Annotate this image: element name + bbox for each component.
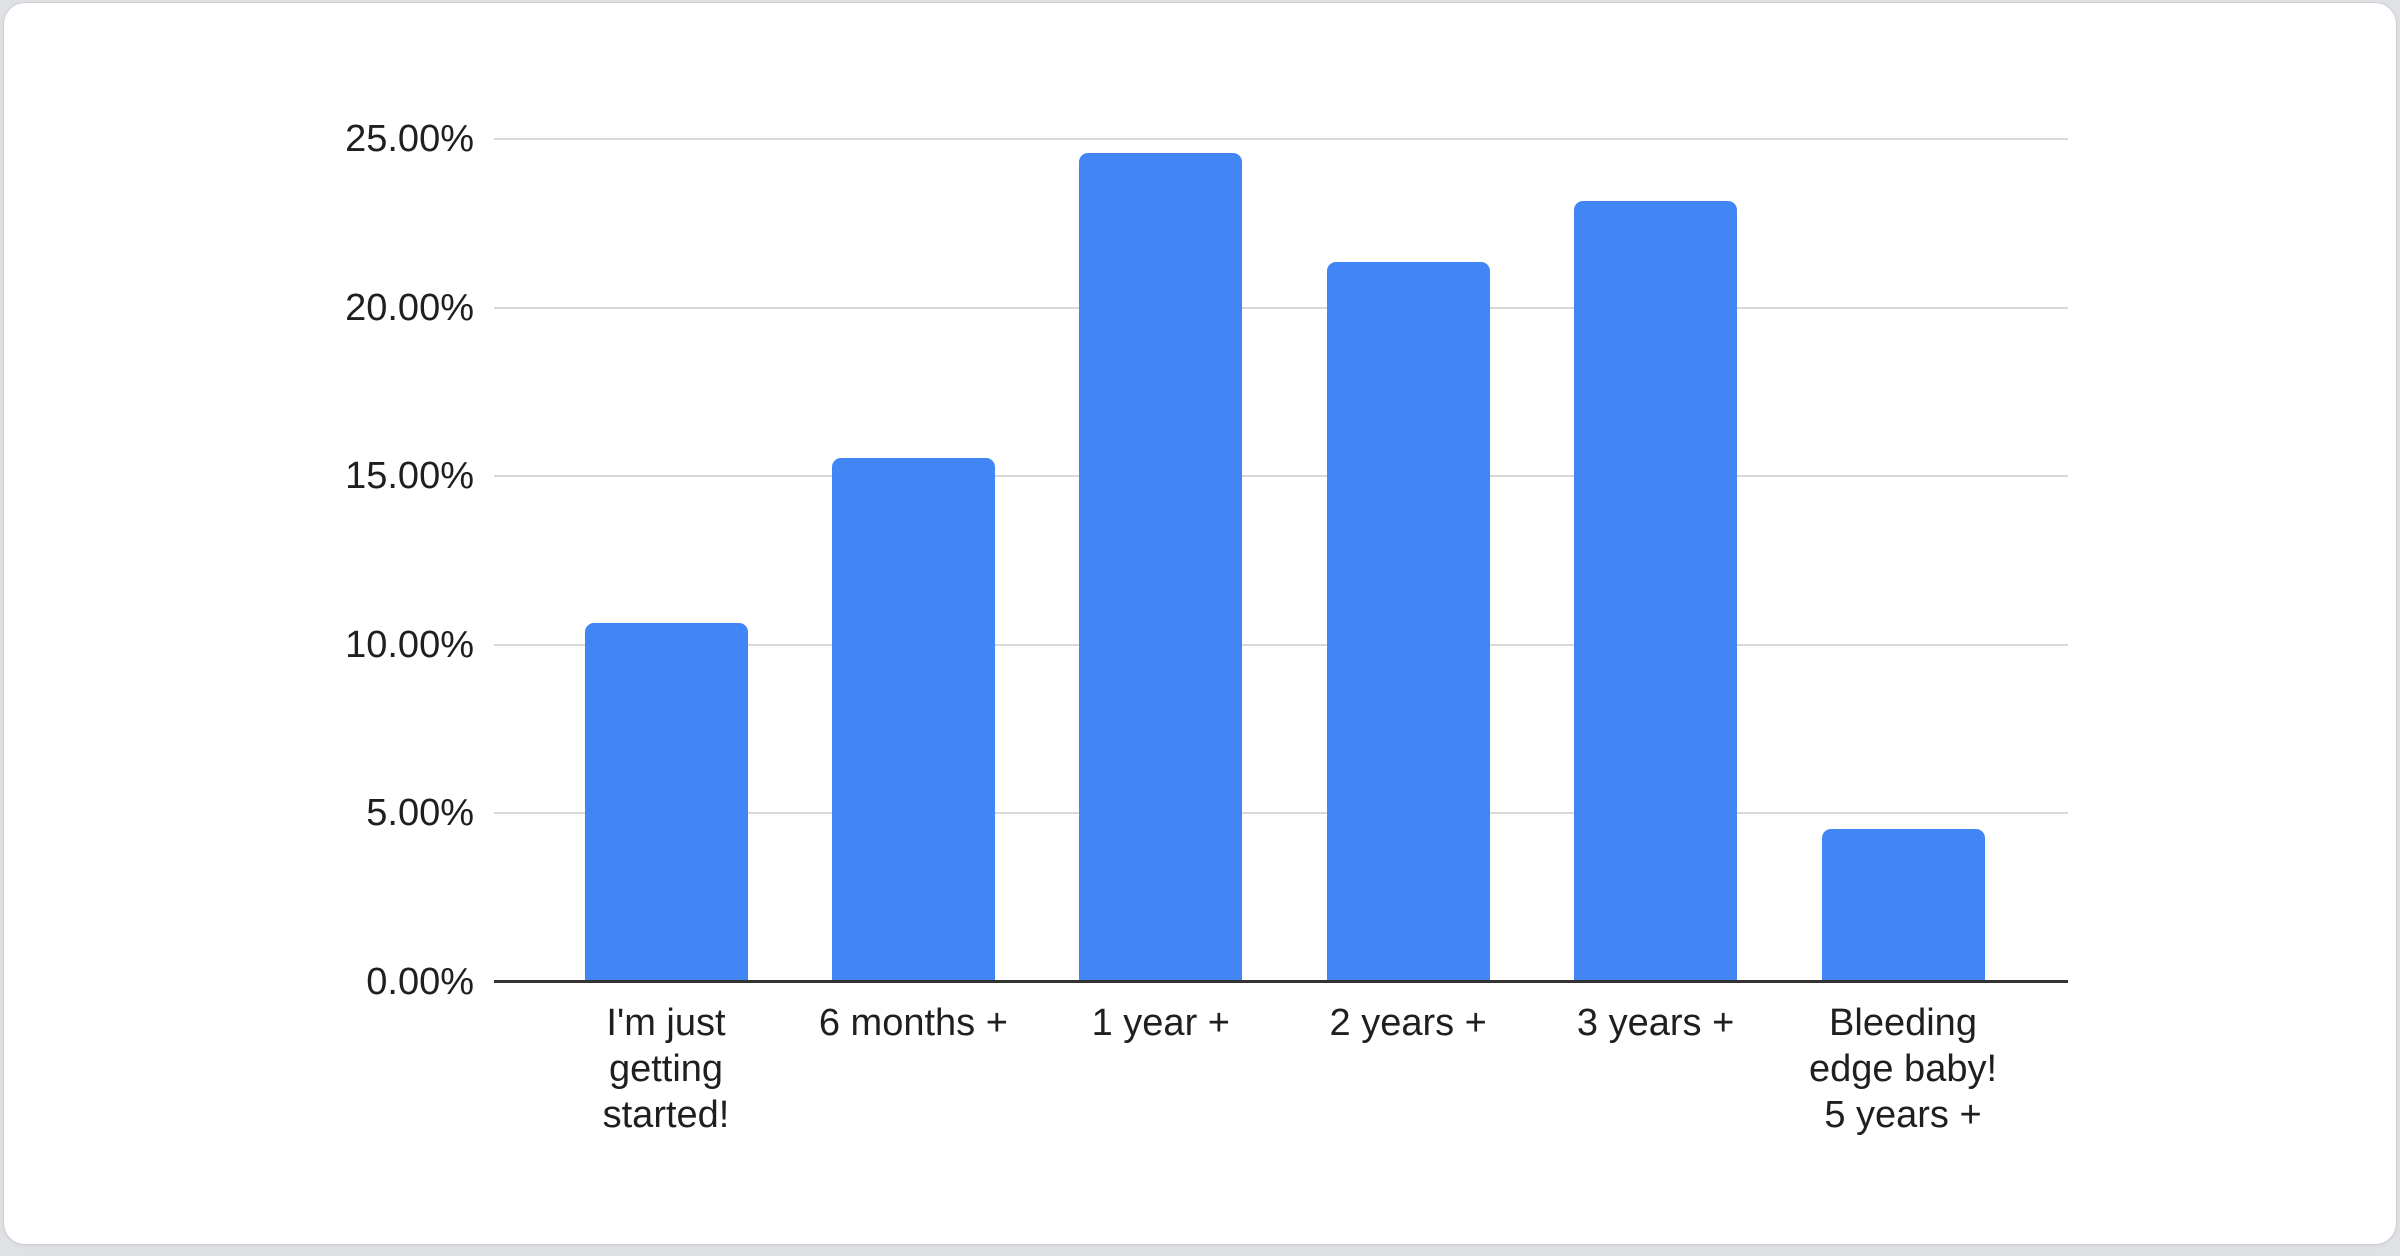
y-tick-label: 20.00% — [345, 286, 474, 329]
x-axis-line — [494, 980, 2068, 983]
x-tick-label: 2 years + — [1329, 1002, 1487, 1044]
bar[interactable] — [831, 457, 995, 982]
bar[interactable] — [1326, 262, 1490, 982]
plot-area — [494, 138, 2068, 983]
y-tick-label: 0.00% — [366, 961, 474, 1003]
y-tick-label: 5.00% — [366, 792, 474, 835]
y-tick-label: 25.00% — [345, 118, 474, 160]
gridline — [494, 306, 2068, 309]
y-tick-label: 15.00% — [345, 455, 474, 498]
bar[interactable] — [1821, 828, 1985, 982]
bar[interactable] — [584, 622, 748, 982]
x-tick-label: 3 years + — [1576, 1002, 1735, 1044]
bar[interactable] — [1574, 201, 1738, 982]
gridline — [494, 475, 2068, 478]
y-tick-label: 10.00% — [345, 623, 474, 666]
gridline — [494, 643, 2068, 646]
x-tick-label: 1 year + — [1091, 1002, 1230, 1044]
gridline — [494, 812, 2068, 815]
x-tick-label: I'm just getting started! — [602, 1002, 730, 1136]
x-tick-label: Bleeding edge baby! 5 years + — [1808, 1002, 1998, 1136]
bar[interactable] — [1079, 152, 1243, 982]
x-tick-label: 6 months + — [818, 1002, 1008, 1044]
chart-card: 0.00% 5.00% 10.00% 15.00% 20.00% 25.00% I'm j… — [3, 2, 2397, 1245]
gridline — [494, 138, 2068, 140]
